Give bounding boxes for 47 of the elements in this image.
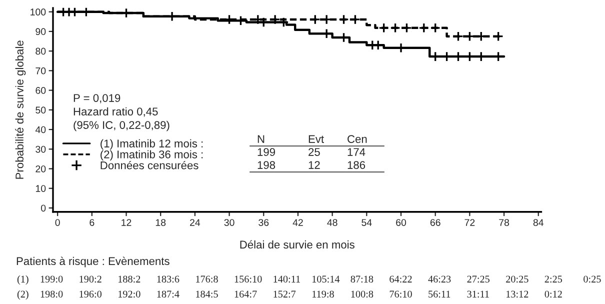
text: (1) 199:0 190:2 188:2 183:6 176:8 156:10 140:11 105:14 87:18 64:22 46:23 27:25 20:25 2:25 0:25 xyxy=(17,275,601,285)
annotation: Hazard ratio 0,45 xyxy=(74,107,158,117)
y-tick-label: 0 xyxy=(41,204,46,212)
y-tick-label: 20 xyxy=(36,165,46,172)
text: 199 25 174 xyxy=(258,148,366,156)
point xyxy=(430,22,441,34)
x-tick-label: 24 xyxy=(190,219,200,226)
x-tick-label: 72 xyxy=(464,219,475,226)
y-tick-label: 100 xyxy=(30,8,46,16)
y-axis-title: Probabilité de survie globale xyxy=(15,40,26,179)
legend-label: Données censurées xyxy=(100,160,198,170)
y-tick-label: 90 xyxy=(36,28,46,36)
y-tick-label: 40 xyxy=(35,126,46,134)
x-axis-title: Délai de survie en mois xyxy=(240,240,354,249)
x-tick-label: 54 xyxy=(362,219,372,226)
legend-label: (1) Imatinib 12 mois : xyxy=(100,139,203,150)
y-tick-label: 70 xyxy=(36,67,46,74)
x-tick-label: 42 xyxy=(292,219,303,226)
y-tick-label: 50 xyxy=(36,106,46,114)
x-tick-label: 30 xyxy=(224,219,234,226)
x-tick-label: 18 xyxy=(156,219,166,226)
text: N Evt Cen xyxy=(258,135,367,143)
annotation: (95% IC, 0,22-0,89) xyxy=(74,120,170,132)
point xyxy=(378,22,390,34)
annotation: P = 0,019 xyxy=(74,94,120,104)
point xyxy=(278,16,289,28)
x-tick-label: 84 xyxy=(533,219,544,226)
x-tick-label: 78 xyxy=(499,219,510,226)
y-tick-label: 60 xyxy=(36,87,46,94)
point xyxy=(258,16,269,28)
point xyxy=(418,22,430,34)
x-tick-label: 66 xyxy=(430,219,440,226)
text: (2) 198:0 196:0 192:0 187:4 184:5 164:7 152:7 119:8 100:8 76:10 56:11 31:11 13:12 0:12 xyxy=(17,290,562,300)
x-tick-label: 36 xyxy=(258,219,269,226)
point xyxy=(390,22,401,34)
x-tick-label: 6 xyxy=(90,219,94,226)
y-tick-label: 80 xyxy=(36,48,46,55)
point xyxy=(338,14,349,25)
y-tick-label: 30 xyxy=(36,146,46,153)
x-tick-label: 0 xyxy=(55,219,60,226)
text: Patients à risque : Evènements xyxy=(16,256,170,268)
x-tick-label: 60 xyxy=(396,219,406,226)
x-tick-label: 12 xyxy=(122,219,132,226)
y-tick-label: 10 xyxy=(36,185,46,192)
legend-label: (2) Imatinib 36 mois : xyxy=(100,150,203,161)
x-tick-label: 48 xyxy=(327,219,338,226)
text: 198 12 186 xyxy=(258,161,366,169)
